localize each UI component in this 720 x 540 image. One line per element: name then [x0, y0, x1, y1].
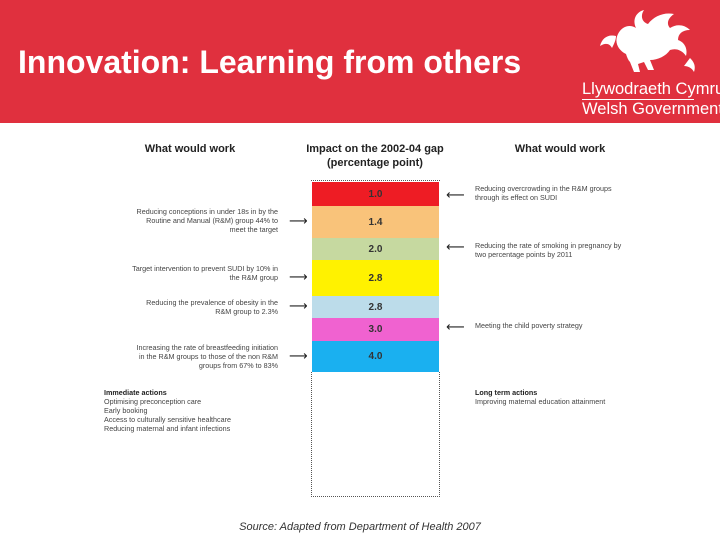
- government-name-english: Welsh Government: [582, 100, 720, 118]
- text-line: two percentage points by 2011: [475, 250, 573, 259]
- right-arrow-icon: ⟶: [289, 214, 308, 229]
- text-line: Reducing overcrowding in the R&M groups: [475, 184, 612, 193]
- text-line: the R&M group: [229, 273, 278, 282]
- immediate-actions-heading: Immediate actions: [104, 388, 167, 397]
- segment-value: 2.8: [368, 272, 383, 284]
- left-item-conceptions: Reducing conceptions in under 18s in by …: [100, 207, 278, 234]
- list-item: Access to culturally sensitive healthcar…: [104, 415, 232, 424]
- segment-1: 1.0: [312, 182, 439, 206]
- right-arrow-icon: ⟶: [289, 270, 308, 285]
- segment-5: 2.8: [312, 296, 439, 318]
- segment-4: 2.8: [312, 260, 439, 296]
- left-arrow-icon: ⟵: [446, 240, 465, 255]
- divider: [582, 99, 694, 100]
- segment-value: 3.0: [368, 324, 383, 335]
- column-top-border: [311, 180, 440, 182]
- source-caption: Source: Adapted from Department of Healt…: [239, 521, 481, 533]
- right-item-child-poverty: Meeting the child poverty strategy: [475, 321, 665, 330]
- center-column-heading: Impact on the 2002-04 gap (percentage po…: [290, 142, 460, 170]
- segment-value: 4.0: [368, 351, 383, 362]
- list-item: Early booking: [104, 406, 148, 415]
- segment-3: 2.0: [312, 238, 439, 260]
- text-line: Reducing conceptions in under 18s in by …: [136, 207, 278, 216]
- right-column-heading: What would work: [514, 143, 606, 155]
- header-banner: Innovation: Learning from others Llywodr…: [0, 0, 720, 123]
- center-heading-line2: (percentage point): [327, 157, 423, 169]
- text-line: Increasing the rate of breastfeeding ini…: [136, 343, 278, 352]
- left-item-sudi: Target intervention to prevent SUDI by 1…: [100, 264, 278, 282]
- left-arrow-icon: ⟵: [446, 188, 465, 203]
- segment-value: 1.4: [368, 216, 383, 228]
- immediate-actions-list: Immediate actions Optimising preconcepti…: [104, 388, 231, 433]
- segment-7: 4.0: [312, 341, 439, 372]
- slide-title: Innovation: Learning from others: [18, 44, 522, 80]
- text-line: Reducing the rate of smoking in pregnanc…: [475, 241, 622, 250]
- left-arrow-icon: ⟵: [446, 320, 465, 335]
- welsh-dragon-icon: [600, 10, 695, 72]
- long-term-actions-heading: Long term actions: [475, 388, 538, 397]
- government-name-welsh: Llywodraeth Cymru: [582, 80, 720, 98]
- segment-6: 3.0: [312, 318, 439, 341]
- right-arrow-icon: ⟶: [289, 349, 308, 364]
- text-line: Routine and Manual (R&M) group 44% to: [146, 216, 278, 225]
- text-line: through its effect on SUDI: [475, 193, 558, 202]
- right-arrow-icon: ⟶: [289, 299, 308, 314]
- list-item: Optimising preconception care: [104, 397, 202, 406]
- text-line: R&M group to 2.3%: [215, 307, 278, 316]
- text-line: meet the target: [229, 225, 278, 234]
- long-term-actions-list: Long term actions Improving maternal edu…: [475, 388, 605, 406]
- segment-value: 1.0: [368, 188, 383, 200]
- text-line: in the R&M groups to those of the non R&…: [138, 352, 278, 361]
- left-column-heading: What would work: [144, 143, 236, 155]
- text-line: Reducing the prevalence of obesity in th…: [146, 298, 278, 307]
- text-line: groups from 67% to 83%: [198, 361, 278, 370]
- text-line: Meeting the child poverty strategy: [475, 321, 583, 330]
- remaining-gap-box: [311, 372, 440, 497]
- right-item-smoking: Reducing the rate of smoking in pregnanc…: [475, 241, 665, 259]
- segment-value: 2.0: [368, 243, 383, 255]
- text-line: Target intervention to prevent SUDI by 1…: [132, 264, 278, 273]
- segment-2: 1.4: [312, 206, 439, 238]
- left-item-breastfeeding: Increasing the rate of breastfeeding ini…: [100, 343, 278, 370]
- list-item: Reducing maternal and infant infections: [104, 424, 231, 433]
- left-item-obesity: Reducing the prevalence of obesity in th…: [100, 298, 278, 316]
- right-item-overcrowding: Reducing overcrowding in the R&M groups …: [475, 184, 665, 202]
- center-heading-line1: Impact on the 2002-04 gap: [306, 143, 444, 155]
- list-item: Improving maternal education attainment: [475, 397, 606, 406]
- segment-value: 2.8: [368, 301, 383, 313]
